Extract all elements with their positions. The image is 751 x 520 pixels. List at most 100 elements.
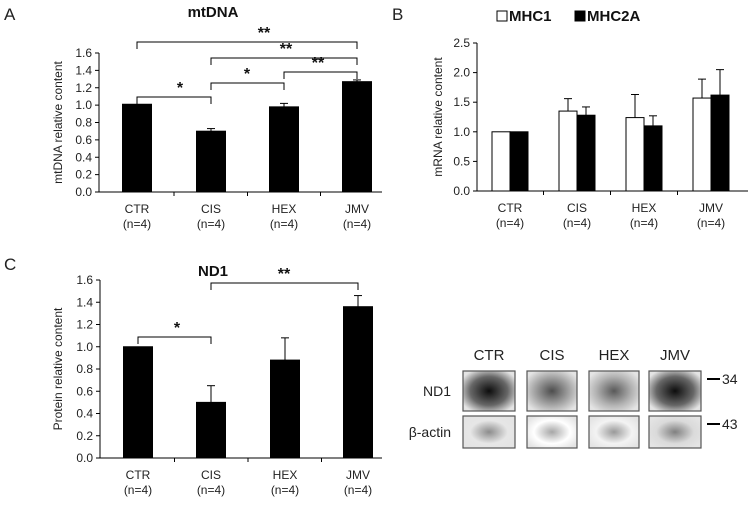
significance-bracket — [283, 71, 358, 79]
x-tick-sublabel: (n=4) — [270, 217, 298, 231]
x-tick-label: CTR — [125, 202, 150, 216]
blot-row-label: ND1 — [423, 383, 451, 399]
y-tick-label: 1.6 — [76, 273, 93, 287]
significance-bracket — [210, 82, 285, 90]
x-tick-sublabel: (n=4) — [197, 217, 225, 231]
blot-lane-label: JMV — [660, 347, 690, 364]
bar — [123, 346, 153, 459]
x-tick-label: CTR — [498, 201, 523, 215]
bar — [196, 401, 226, 459]
significance-label: * — [177, 80, 184, 97]
bar — [491, 131, 511, 192]
blot-lane-label: CTR — [474, 347, 505, 364]
blot-lane-label: CIS — [539, 347, 564, 364]
significance-bracket — [210, 282, 359, 290]
significance-label: * — [244, 66, 251, 83]
x-tick-sublabel: (n=4) — [343, 217, 371, 231]
y-tick-label: 0.0 — [76, 451, 93, 465]
bar — [692, 97, 712, 192]
bar — [576, 114, 596, 192]
legend-swatch — [496, 10, 508, 22]
y-tick-label: 0.8 — [76, 362, 93, 376]
y-tick-label: 0.2 — [75, 168, 92, 182]
y-tick-label: 0.5 — [453, 154, 470, 168]
y-tick-label: 0.0 — [453, 184, 470, 198]
significance-label: ** — [258, 25, 271, 42]
y-tick-label: 1.0 — [453, 125, 470, 139]
y-tick-label: 0.6 — [76, 384, 93, 398]
bar — [343, 306, 373, 459]
y-tick-label: 0.2 — [76, 429, 93, 443]
x-tick-label: CTR — [126, 468, 151, 482]
bar — [270, 359, 300, 459]
significance-label: * — [174, 320, 181, 337]
y-tick-label: 0.0 — [75, 185, 92, 199]
x-tick-sublabel: (n=4) — [271, 483, 299, 497]
blot-band — [588, 415, 640, 449]
legend-label: MHC1 — [509, 8, 552, 25]
significance-bracket — [210, 57, 358, 65]
chart-title: ND1 — [198, 263, 228, 280]
blot-band — [462, 370, 516, 412]
chart-title: mtDNA — [188, 4, 239, 21]
blot-band — [648, 370, 702, 412]
x-tick-label: CIS — [201, 468, 221, 482]
x-tick-label: HEX — [632, 201, 657, 215]
y-tick-label: 0.8 — [75, 116, 92, 130]
x-tick-label: CIS — [567, 201, 587, 215]
x-tick-label: HEX — [273, 468, 298, 482]
panel-label-c: C — [4, 255, 16, 274]
y-tick-label: 2.5 — [453, 36, 470, 50]
y-tick-label: 2.0 — [453, 66, 470, 80]
y-tick-label: 1.2 — [75, 81, 92, 95]
bar — [710, 94, 730, 192]
y-axis-label: Protein relative content — [51, 307, 65, 430]
x-tick-sublabel: (n=4) — [563, 216, 591, 230]
x-tick-sublabel: (n=4) — [697, 216, 725, 230]
x-tick-sublabel: (n=4) — [344, 483, 372, 497]
legend-swatch — [574, 10, 586, 22]
bar — [269, 106, 299, 193]
bar — [643, 125, 663, 192]
blot-band — [526, 415, 578, 449]
bar — [558, 110, 578, 192]
y-tick-label: 1.0 — [75, 98, 92, 112]
x-tick-sublabel: (n=4) — [197, 483, 225, 497]
bar — [509, 131, 529, 192]
molecular-weight-marker: 43 — [722, 416, 738, 432]
bar — [625, 117, 645, 192]
y-tick-label: 0.6 — [75, 133, 92, 147]
panel-label-b: B — [392, 5, 403, 24]
significance-bracket — [136, 41, 358, 49]
y-tick-label: 0.4 — [75, 150, 92, 164]
significance-bracket — [136, 96, 212, 104]
blot-band — [648, 415, 702, 449]
x-tick-sublabel: (n=4) — [124, 483, 152, 497]
blot-band — [588, 370, 640, 412]
y-tick-label: 1.4 — [75, 63, 92, 77]
y-axis-label: mRNA relative content — [431, 57, 445, 177]
significance-label: ** — [312, 55, 325, 72]
y-tick-label: 1.4 — [76, 295, 93, 309]
legend-label: MHC2A — [587, 8, 641, 25]
x-tick-label: JMV — [346, 468, 370, 482]
blot-band — [526, 370, 578, 412]
y-tick-label: 1.2 — [76, 318, 93, 332]
significance-label: ** — [278, 266, 291, 283]
blot-band — [462, 415, 516, 449]
panel-label-a: A — [4, 5, 16, 24]
y-tick-label: 1.5 — [453, 95, 470, 109]
y-tick-label: 1.6 — [75, 46, 92, 60]
x-tick-label: HEX — [272, 202, 297, 216]
blot-row-label: β-actin — [409, 424, 451, 440]
x-tick-label: JMV — [699, 201, 723, 215]
y-tick-label: 0.4 — [76, 407, 93, 421]
y-axis-label: mtDNA relative content — [51, 60, 65, 183]
x-tick-sublabel: (n=4) — [123, 217, 151, 231]
bar — [342, 81, 372, 193]
x-tick-sublabel: (n=4) — [496, 216, 524, 230]
blot-lane-label: HEX — [599, 347, 630, 364]
significance-label: ** — [280, 41, 293, 58]
molecular-weight-marker: 34 — [722, 371, 738, 387]
